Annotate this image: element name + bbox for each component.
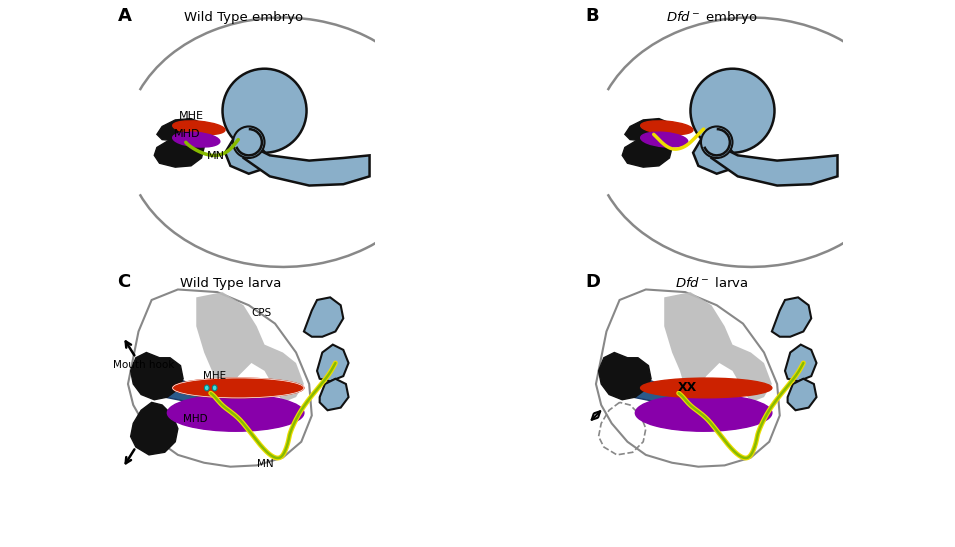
Text: A: A bbox=[117, 8, 132, 26]
Polygon shape bbox=[627, 376, 672, 403]
Ellipse shape bbox=[233, 126, 265, 158]
Ellipse shape bbox=[701, 126, 732, 158]
Polygon shape bbox=[317, 345, 349, 381]
Ellipse shape bbox=[173, 132, 220, 147]
Text: MHE: MHE bbox=[180, 110, 204, 120]
Ellipse shape bbox=[690, 69, 775, 153]
Text: Wild Type embryo: Wild Type embryo bbox=[184, 11, 303, 25]
Polygon shape bbox=[693, 139, 735, 174]
Polygon shape bbox=[785, 345, 817, 381]
Polygon shape bbox=[304, 298, 343, 337]
Text: MHD: MHD bbox=[174, 129, 201, 139]
Text: B: B bbox=[585, 8, 599, 26]
Polygon shape bbox=[244, 145, 370, 185]
Polygon shape bbox=[225, 139, 267, 174]
Ellipse shape bbox=[223, 69, 307, 153]
Polygon shape bbox=[155, 138, 204, 167]
Text: XX: XX bbox=[678, 381, 697, 394]
Text: $\it{Dfd}$$^-$ larva: $\it{Dfd}$$^-$ larva bbox=[675, 276, 748, 290]
Ellipse shape bbox=[641, 121, 693, 135]
Ellipse shape bbox=[167, 394, 304, 431]
Polygon shape bbox=[320, 379, 349, 410]
Ellipse shape bbox=[173, 378, 304, 398]
Text: MHD: MHD bbox=[183, 414, 208, 424]
Ellipse shape bbox=[173, 121, 225, 135]
Polygon shape bbox=[665, 292, 772, 403]
Ellipse shape bbox=[641, 132, 688, 147]
Text: $\it{Dfd}$$^-$ embryo: $\it{Dfd}$$^-$ embryo bbox=[666, 9, 757, 26]
Polygon shape bbox=[623, 138, 672, 167]
Polygon shape bbox=[131, 403, 178, 455]
Text: Wild Type larva: Wild Type larva bbox=[180, 277, 281, 290]
Polygon shape bbox=[157, 119, 207, 141]
Polygon shape bbox=[599, 352, 651, 400]
Polygon shape bbox=[788, 379, 817, 410]
Polygon shape bbox=[159, 376, 204, 403]
Text: C: C bbox=[117, 273, 131, 291]
Ellipse shape bbox=[635, 394, 772, 431]
Text: Mouth hook: Mouth hook bbox=[113, 360, 174, 370]
Ellipse shape bbox=[212, 385, 217, 391]
Ellipse shape bbox=[204, 385, 209, 391]
Text: D: D bbox=[585, 273, 601, 291]
Text: MN: MN bbox=[207, 152, 224, 161]
Ellipse shape bbox=[641, 378, 772, 398]
Polygon shape bbox=[625, 119, 675, 141]
Text: CPS: CPS bbox=[251, 308, 271, 318]
Text: MN: MN bbox=[257, 459, 273, 469]
Polygon shape bbox=[772, 298, 811, 337]
Polygon shape bbox=[711, 145, 838, 185]
Polygon shape bbox=[197, 292, 304, 403]
Polygon shape bbox=[131, 352, 183, 400]
Text: MHE: MHE bbox=[202, 371, 226, 381]
